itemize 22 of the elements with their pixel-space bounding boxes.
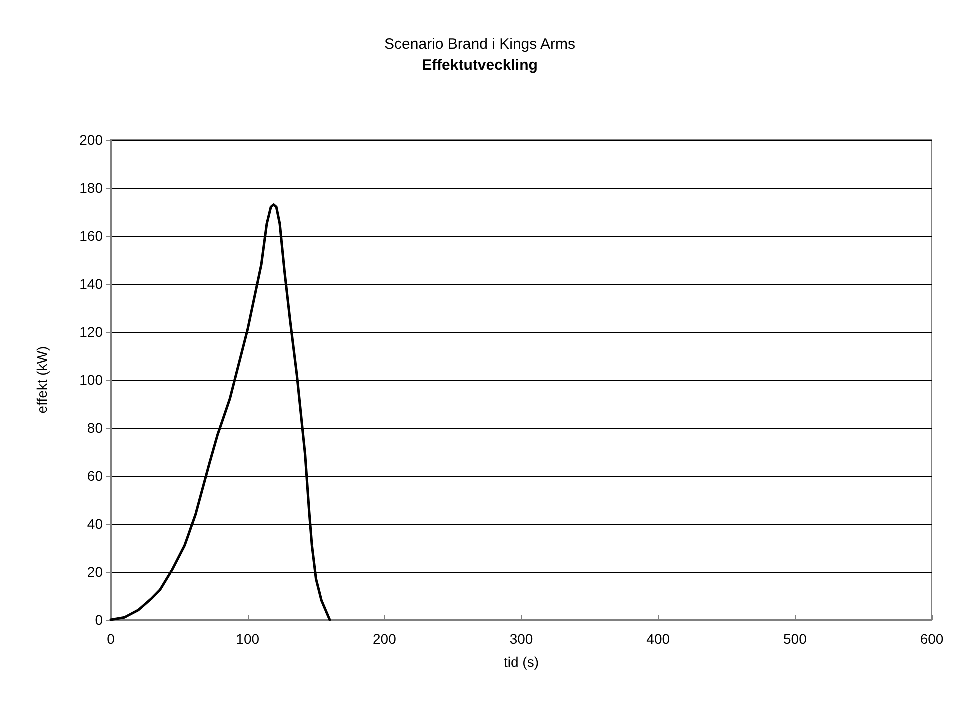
y-tick-label: 200: [80, 132, 104, 148]
y-tick-label: 180: [80, 180, 104, 196]
y-tick-label: 20: [87, 564, 104, 580]
chart-subtitle: Effektutveckling: [422, 57, 538, 74]
x-tick-label: 0: [107, 631, 116, 647]
x-tick-label: 100: [236, 631, 260, 647]
y-tick-label: 140: [80, 276, 104, 292]
y-tick-label: 80: [87, 420, 104, 436]
x-tick-label: 500: [783, 631, 808, 647]
x-axis-title: tid (s): [504, 654, 539, 670]
y-tick-label: 60: [87, 468, 104, 484]
chart-title: Scenario Brand i Kings Arms: [384, 36, 576, 53]
x-tick-label: 400: [646, 631, 670, 647]
y-tick-label: 0: [95, 612, 104, 628]
y-axis-title: effekt (kW): [34, 346, 50, 414]
x-tick-label: 200: [372, 631, 397, 647]
y-tick-label: 160: [80, 228, 104, 244]
y-tick-label: 40: [87, 516, 104, 532]
x-tick-label: 600: [920, 631, 944, 647]
x-tick-label: 300: [510, 631, 534, 647]
y-tick-label: 120: [80, 324, 104, 340]
y-tick-label: 100: [80, 372, 104, 388]
